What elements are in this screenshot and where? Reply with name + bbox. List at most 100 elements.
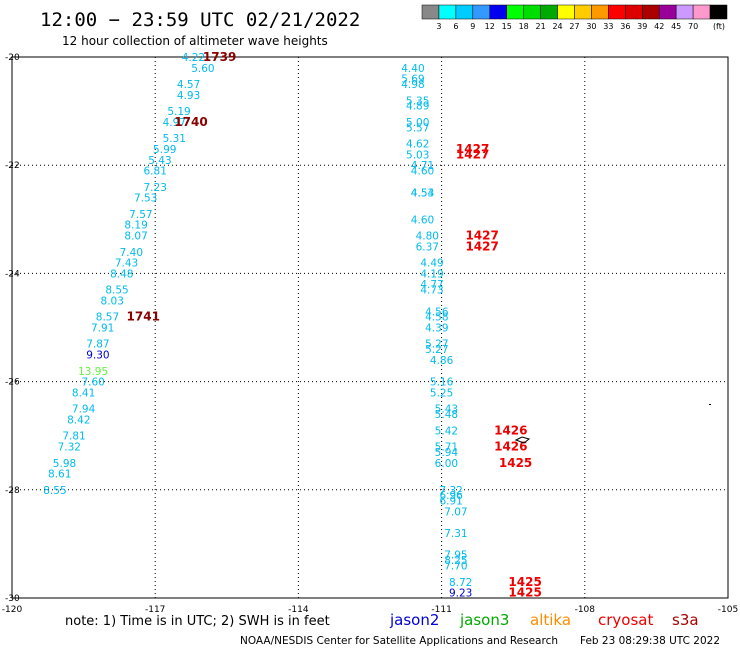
- colorbar-swatch: [574, 4, 592, 20]
- swh-value: 4.54: [411, 187, 435, 199]
- colorbar-swatch: [472, 4, 491, 20]
- swh-value: 4.73: [420, 285, 443, 297]
- swh-value: 4.19: [420, 268, 443, 280]
- swh-value: 4.58: [425, 312, 448, 324]
- swh-value: 7.07: [444, 506, 467, 518]
- swh-value: 4.60: [411, 214, 434, 226]
- swh-value: 5.99: [153, 144, 176, 156]
- colorbar-unit: (ft): [713, 22, 725, 31]
- swh-value: 7.94: [72, 404, 96, 416]
- time-label: 1741: [127, 310, 160, 324]
- swh-value: 4.40: [401, 63, 424, 75]
- swh-value: 4.97: [163, 117, 186, 129]
- time-labels: 1739174017411427142714271427142614261425…: [127, 50, 542, 600]
- x-tick-label: -117: [145, 605, 165, 615]
- swh-value: 9.30: [86, 350, 109, 362]
- swh-value: 8.41: [72, 387, 95, 399]
- swh-value: 8.03: [101, 295, 124, 307]
- swh-value: 5.42: [435, 425, 458, 437]
- swh-value: 5.71: [435, 442, 458, 454]
- colorbar-swatch: [692, 4, 711, 20]
- swh-value: 7.81: [62, 431, 85, 443]
- y-tick-label: -20: [5, 53, 20, 63]
- swh-value: 6.96: [439, 490, 463, 502]
- colorbar-label: 15: [502, 22, 512, 31]
- colorbar-label: 30: [586, 22, 596, 31]
- colorbar-swatch: [523, 4, 541, 20]
- colorbar-swatch: [709, 4, 728, 20]
- colorbar-swatch: [591, 4, 609, 20]
- swh-value: 4.77: [420, 279, 443, 291]
- swh-value: 7.40: [120, 247, 143, 259]
- swh-value: 5.98: [53, 458, 76, 470]
- plot-grid: [11, 56, 729, 599]
- y-tick-label: -26: [5, 378, 20, 388]
- colorbar-label: 3: [436, 22, 441, 31]
- time-label: 1427: [465, 229, 498, 243]
- swh-value: 4.89: [406, 101, 429, 113]
- x-tick-label: -105: [718, 605, 738, 615]
- colorbar-label: 21: [536, 22, 546, 31]
- swh-value: 5.69: [401, 74, 424, 86]
- satellite-cryosat: cryosat: [598, 611, 653, 629]
- x-tick-label: -120: [2, 605, 23, 615]
- colorbar-label: 24: [552, 22, 562, 31]
- swh-value: 5.60: [191, 63, 214, 75]
- x-tick-label: -111: [431, 605, 451, 615]
- colorbar-label: 70: [688, 22, 698, 31]
- swh-value: 4.98: [401, 79, 424, 91]
- colorbar-swatch: [421, 4, 440, 20]
- swh-values: 4.225.604.574.935.194.975.315.995.436.81…: [43, 52, 472, 600]
- swh-value: 4.86: [430, 355, 454, 367]
- swh-value: 4.53: [411, 187, 434, 199]
- swh-value: 7.57: [129, 209, 152, 221]
- time-label: 1739: [203, 50, 236, 64]
- y-tick-label: -30: [5, 594, 20, 604]
- swh-value: 6.00: [435, 458, 458, 470]
- y-tick-label: -22: [5, 161, 20, 171]
- time-label: 1740: [174, 115, 207, 129]
- swh-value: 7.60: [81, 377, 104, 389]
- credit-text: NOAA/NESDIS Center for Satellite Applica…: [240, 635, 558, 647]
- swh-value: 5.48: [435, 409, 458, 421]
- swh-value: 5.27: [425, 339, 448, 351]
- colorbar-swatch: [642, 4, 660, 20]
- colorbar-label: 18: [519, 22, 529, 31]
- swh-value: 5.94: [435, 447, 459, 459]
- time-label: 1426: [494, 423, 527, 437]
- swh-value: 7.87: [86, 339, 109, 351]
- swh-value: 7.91: [91, 323, 114, 335]
- colorbar-label: 45: [671, 22, 681, 31]
- colorbar-label: 42: [654, 22, 664, 31]
- swh-value: 8.07: [124, 231, 147, 243]
- swh-value: 5.57: [406, 122, 429, 134]
- satellite-s3a: s3a: [672, 611, 699, 629]
- swh-value: 6.37: [416, 241, 439, 253]
- swh-value: 7.23: [144, 182, 167, 194]
- island-dot: [709, 404, 711, 405]
- swh-value: 5.31: [163, 133, 186, 145]
- y-tick-label: -28: [5, 486, 20, 496]
- swh-value: 5.19: [167, 106, 190, 118]
- units-note: note: 1) Time is in UTC; 2) SWH is in fe…: [65, 614, 330, 629]
- swh-value: 4.39: [425, 323, 448, 335]
- x-tick-label: -114: [288, 605, 309, 615]
- swh-value: 7.32: [439, 485, 462, 497]
- swh-value: 4.93: [177, 90, 200, 102]
- swh-value: 4.60: [411, 166, 434, 178]
- time-label: 1425: [508, 586, 541, 600]
- island-outline-icon: [514, 436, 531, 444]
- colorbar-swatch: [557, 4, 575, 20]
- swh-value: 4.56: [425, 306, 449, 318]
- plot-frame: [11, 56, 729, 599]
- swh-value: 5.27: [425, 344, 448, 356]
- colorbar-swatch: [608, 4, 626, 20]
- colorbar-swatch: [438, 4, 457, 20]
- swh-value: 4.80: [416, 231, 439, 243]
- time-label: 1427: [456, 147, 489, 161]
- timestamp-text: Feb 23 08:29:38 UTC 2022: [580, 635, 720, 647]
- swh-value: 7.70: [444, 561, 467, 573]
- swh-value: 8.48: [110, 268, 133, 280]
- axis-tick-labels: -120 -117 -114 -111 -108 -105 -20 -22 -24 -26 -28 -…: [2, 53, 738, 615]
